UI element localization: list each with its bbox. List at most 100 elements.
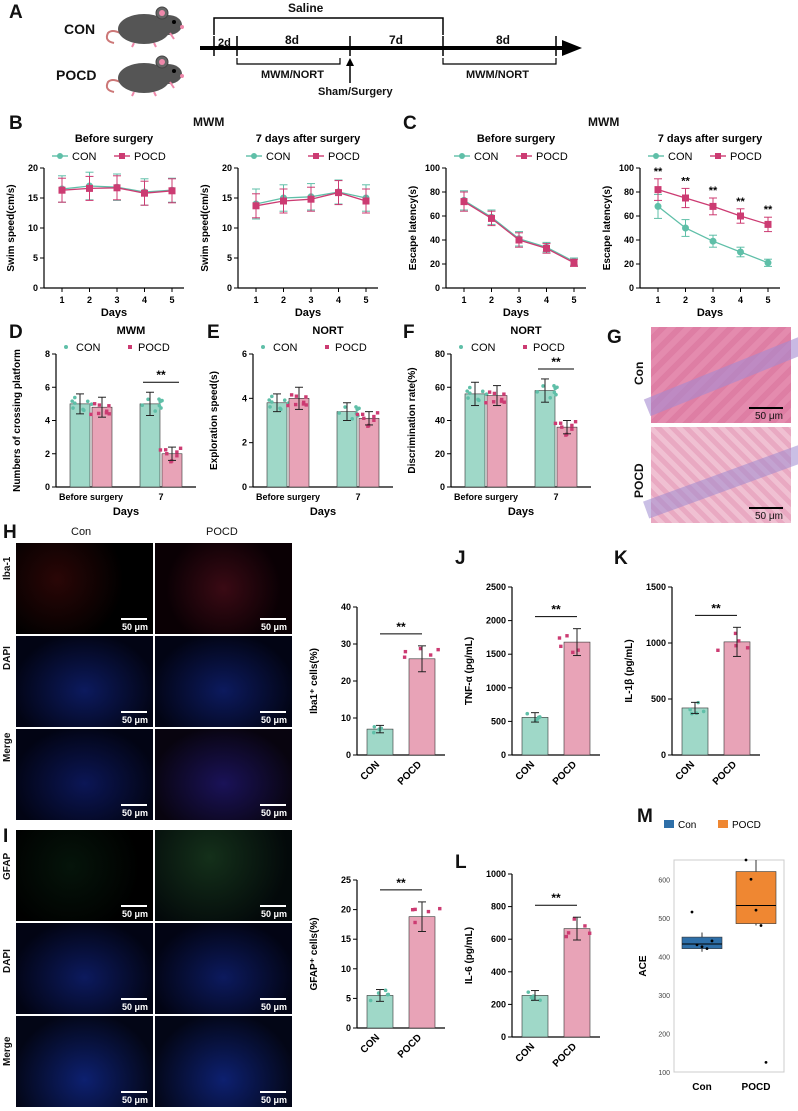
chart-title: 7 days after surgery bbox=[256, 133, 361, 145]
data-point bbox=[372, 730, 376, 735]
data-point bbox=[107, 404, 111, 408]
data-point bbox=[282, 398, 287, 402]
data-point bbox=[438, 906, 442, 911]
y-tick-label: 0 bbox=[501, 750, 506, 760]
micrograph-red-low: 50 μm bbox=[16, 543, 153, 634]
data-point bbox=[413, 920, 417, 925]
row-label: Merge bbox=[2, 732, 13, 762]
data-point bbox=[368, 998, 373, 1003]
data-point bbox=[700, 945, 704, 949]
panel-label: G bbox=[607, 327, 622, 348]
micrograph-blue: 50 μm bbox=[16, 923, 153, 1014]
data-point bbox=[709, 202, 717, 210]
data-point bbox=[372, 418, 376, 422]
micrograph-merge-g: 50 μm bbox=[155, 1016, 292, 1107]
con-label: CON bbox=[64, 21, 96, 37]
data-point bbox=[573, 419, 578, 424]
scale-label: 50 μm bbox=[121, 1095, 148, 1105]
micrograph-merge-high: 50 μm bbox=[155, 729, 292, 820]
data-point bbox=[113, 184, 121, 192]
surgery-label: Sham/Surgery bbox=[318, 86, 393, 98]
x-tick-label: 4 bbox=[738, 295, 743, 305]
data-point bbox=[538, 998, 542, 1003]
bar bbox=[521, 995, 549, 1038]
x-tick-label: 7 bbox=[553, 492, 558, 502]
significance-mark: ** bbox=[551, 355, 561, 369]
data-point bbox=[366, 424, 370, 428]
data-point bbox=[745, 646, 750, 650]
row-label: Con bbox=[632, 361, 646, 385]
significance-mark: ** bbox=[681, 175, 690, 187]
y-axis-label: Swim speed(cm/s) bbox=[200, 184, 211, 271]
data-point bbox=[385, 992, 390, 997]
y-tick-label: 1000 bbox=[646, 638, 666, 648]
bar bbox=[464, 393, 486, 488]
scale-bar bbox=[260, 1091, 286, 1093]
y-tick-label: 300 bbox=[658, 993, 670, 1000]
x-axis-label: Days bbox=[503, 307, 529, 318]
y-tick-label: 0 bbox=[435, 283, 440, 293]
data-point bbox=[733, 631, 738, 636]
scale-label: 50 μm bbox=[260, 1002, 287, 1012]
legend-swatch bbox=[523, 345, 527, 349]
bar bbox=[521, 717, 549, 756]
x-tick-label: 1 bbox=[461, 295, 466, 305]
data-point bbox=[543, 244, 550, 252]
data-point bbox=[304, 403, 308, 407]
data-point bbox=[515, 236, 523, 244]
bar bbox=[139, 403, 161, 488]
data-point bbox=[587, 931, 592, 935]
data-point bbox=[268, 405, 272, 409]
chart-d: MWM CON POCD 0 2 4 6 8 Numbers of crossing platf… bbox=[12, 325, 196, 518]
panel-b-heading: MWM bbox=[193, 115, 225, 129]
x-tick-label: 1 bbox=[253, 295, 258, 305]
y-tick-label: 0 bbox=[242, 482, 247, 492]
data-point bbox=[583, 924, 587, 928]
scale-bar bbox=[749, 407, 783, 409]
scale-label: 50 μm bbox=[121, 909, 148, 919]
data-point bbox=[146, 397, 150, 402]
data-point bbox=[502, 400, 506, 404]
significance-mark: ** bbox=[736, 196, 745, 208]
micrograph-merge-low: 50 μm bbox=[16, 729, 153, 820]
micrograph-red-high: 50 μm bbox=[155, 543, 292, 634]
scale-label: 50 μm bbox=[260, 909, 287, 919]
y-tick-label: 500 bbox=[658, 916, 670, 923]
significance-mark: ** bbox=[654, 166, 663, 178]
y-tick-label: 0 bbox=[45, 482, 50, 492]
y-axis-label: Iba1⁺ cells(%) bbox=[309, 648, 320, 714]
chart-c-left: Before surgery CON POCD 0 20 40 60 80 100 Escape … bbox=[408, 133, 586, 318]
x-tick-label: 5 bbox=[765, 295, 770, 305]
data-point bbox=[460, 198, 468, 206]
chart-e: NORT CON POCD 0 2 4 6 Exploration speed(s) Befor… bbox=[209, 325, 393, 518]
bar bbox=[534, 390, 556, 488]
y-axis-label: Discrimination rate(%) bbox=[407, 367, 418, 473]
legend-swatch bbox=[459, 345, 463, 349]
data-point bbox=[764, 259, 772, 267]
chart-title: MWM bbox=[117, 325, 146, 337]
scale-bar bbox=[121, 905, 147, 907]
bar bbox=[288, 398, 310, 488]
series-line bbox=[463, 199, 575, 263]
data-point bbox=[529, 995, 534, 1000]
y-tick-label: 8 bbox=[45, 349, 50, 359]
data-point bbox=[286, 403, 290, 408]
y-axis-label: Escape latency(s) bbox=[602, 186, 613, 271]
data-point bbox=[92, 402, 97, 406]
y-tick-label: 400 bbox=[658, 954, 670, 961]
panel-label: B bbox=[9, 113, 23, 134]
legend-entry: POCD bbox=[335, 342, 367, 354]
x-tick-label: POCD bbox=[742, 1082, 771, 1092]
data-point bbox=[267, 398, 271, 402]
panel-label: C bbox=[403, 113, 417, 134]
micrograph-blue: 50 μm bbox=[155, 923, 292, 1014]
duration-8d: 8d bbox=[285, 33, 300, 47]
data-point bbox=[688, 707, 692, 712]
data-point bbox=[705, 947, 709, 951]
duration-2d: 2d bbox=[218, 37, 231, 49]
mouse-icon bbox=[105, 55, 184, 97]
chart-title: NORT bbox=[312, 325, 343, 337]
x-tick-label: POCD bbox=[711, 759, 739, 787]
data-point bbox=[335, 189, 342, 197]
x-tick-label: CON bbox=[514, 1041, 538, 1065]
